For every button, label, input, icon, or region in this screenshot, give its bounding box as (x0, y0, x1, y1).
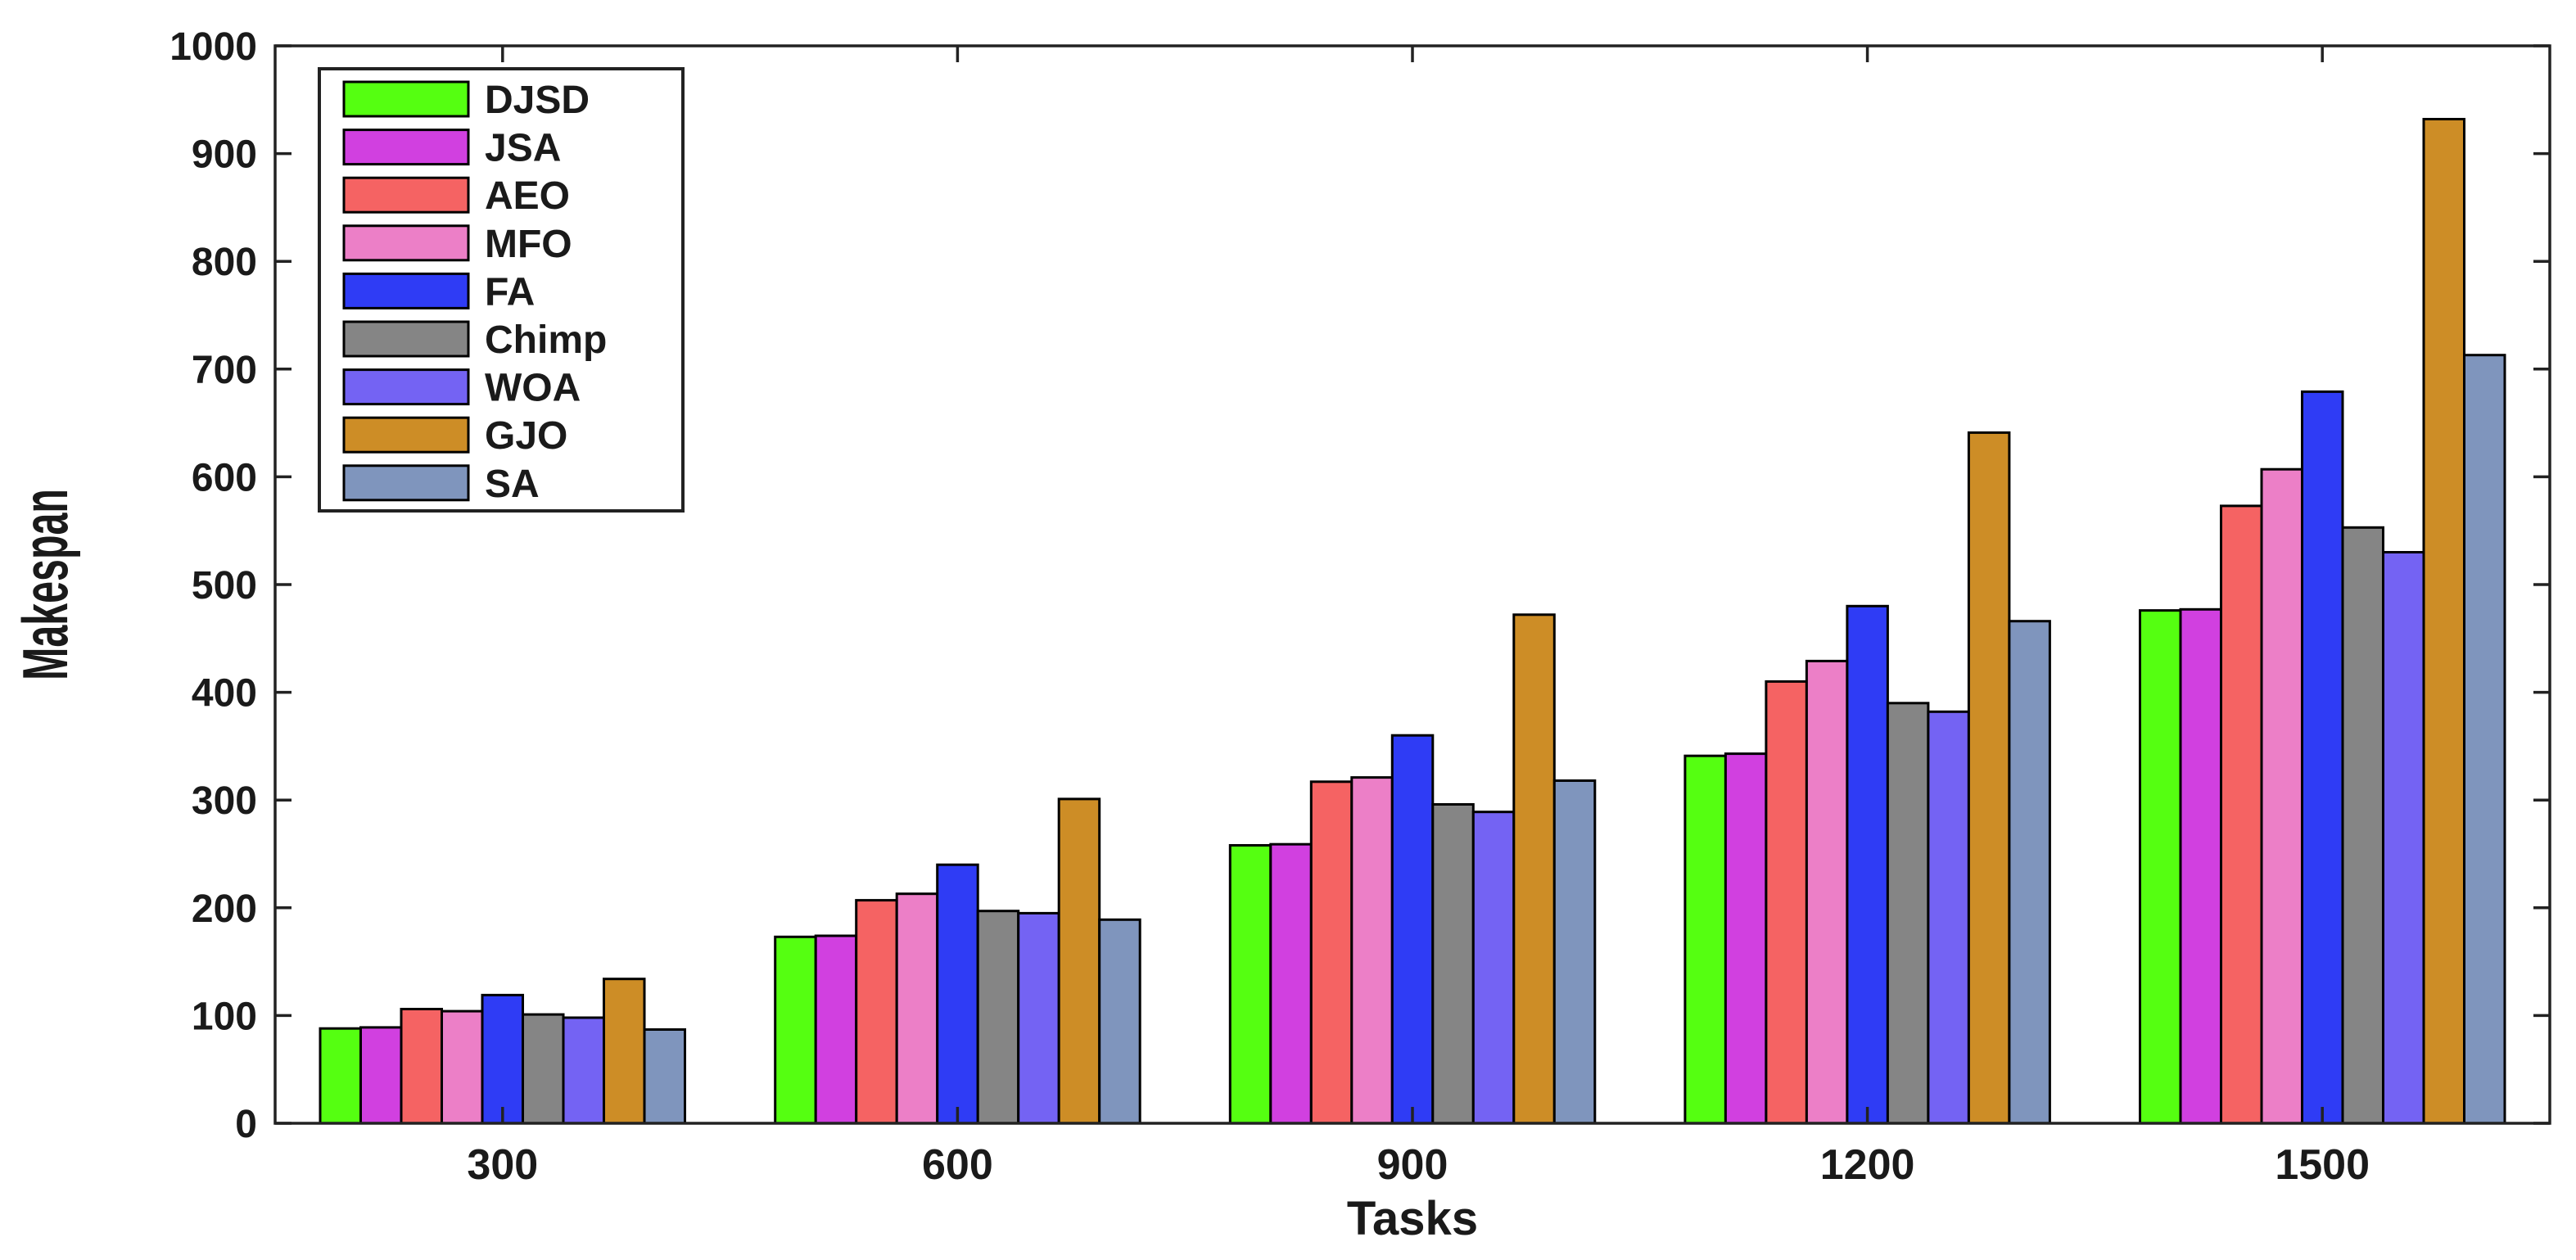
bar-fa-1200 (1846, 604, 1889, 1125)
bar-gjo-900 (1512, 613, 1556, 1125)
bar-gjo-300 (603, 978, 646, 1125)
x-axis-title: Tasks (1347, 1192, 1478, 1245)
legend-swatch-sa (342, 464, 470, 502)
bar-djsd-900 (1228, 844, 1272, 1125)
y-axis-ticks: 0 100 200 300 400 500 600 700 800 900 1000 (169, 25, 2550, 1146)
legend-label-jsa: JSA (485, 127, 561, 170)
bar-gjo-1500 (2422, 118, 2465, 1125)
bar-fa-900 (1390, 734, 1435, 1125)
bar-mfo-900 (1350, 776, 1394, 1125)
bar-woa-300 (562, 1016, 605, 1125)
legend-swatch-gjo (342, 416, 470, 454)
bar-jsa-1500 (2179, 607, 2222, 1125)
legend-swatch-mfo (342, 224, 470, 262)
bar-aeo-600 (855, 899, 898, 1125)
bars-layer (319, 118, 2506, 1125)
bar-chimp-900 (1431, 803, 1475, 1125)
bar-aeo-1500 (2220, 504, 2263, 1125)
bar-fa-1500 (2301, 390, 2344, 1125)
x-tick-label: 900 (1377, 1141, 1448, 1189)
bar-sa-600 (1098, 918, 1141, 1125)
bar-djsd-1200 (1683, 754, 1727, 1125)
legend-swatch-chimp (342, 320, 470, 358)
y-tick-label: 1000 (169, 25, 257, 69)
legend-label-aeo: AEO (485, 174, 570, 218)
y-tick-label: 900 (192, 133, 257, 177)
bar-gjo-1200 (1967, 431, 2011, 1125)
y-tick-label: 200 (192, 887, 257, 931)
bar-aeo-900 (1309, 780, 1354, 1125)
bar-sa-1500 (2463, 354, 2506, 1125)
bar-woa-1500 (2382, 551, 2425, 1125)
x-axis-ticks: 300 600 900 1200 1500 (467, 46, 2370, 1189)
bar-sa-1200 (2008, 620, 2051, 1125)
legend-label-fa: FA (485, 270, 535, 314)
bar-woa-600 (1017, 911, 1060, 1125)
bar-djsd-600 (774, 935, 817, 1125)
y-tick-label: 700 (192, 349, 257, 392)
bar-chimp-1200 (1886, 702, 1930, 1125)
bar-fa-300 (481, 993, 524, 1125)
legend-label-woa: WOA (485, 367, 581, 410)
legend-swatch-djsd (342, 80, 470, 118)
legend-label-mfo: MFO (485, 223, 572, 266)
legend-label-sa: SA (485, 463, 540, 506)
x-tick-label: 600 (922, 1141, 993, 1189)
bar-chimp-300 (522, 1013, 565, 1125)
bar-gjo-600 (1057, 797, 1101, 1125)
bar-mfo-600 (895, 892, 939, 1125)
bar-sa-300 (643, 1028, 686, 1125)
legend-label-chimp: Chimp (485, 318, 607, 362)
bar-djsd-1500 (2139, 609, 2182, 1125)
bar-jsa-900 (1269, 842, 1313, 1125)
x-tick-label: 1500 (2275, 1141, 2370, 1189)
bar-chimp-600 (976, 910, 1020, 1125)
bar-chimp-1500 (2341, 526, 2384, 1125)
y-tick-label: 400 (192, 672, 257, 716)
y-tick-label: 0 (235, 1103, 257, 1146)
y-tick-label: 100 (192, 995, 257, 1038)
y-tick-label: 300 (192, 779, 257, 823)
bar-mfo-1200 (1805, 659, 1849, 1125)
bar-aeo-1200 (1765, 680, 1808, 1125)
legend-label-djsd: DJSD (485, 79, 590, 122)
legend-swatch-woa (342, 368, 470, 406)
legend-label-gjo: GJO (485, 414, 567, 458)
x-tick-label: 1200 (1820, 1141, 1915, 1189)
y-tick-label: 800 (192, 241, 257, 284)
y-tick-label: 600 (192, 456, 257, 499)
y-axis-title: Makespan (9, 489, 81, 680)
legend-swatch-fa (342, 272, 470, 309)
y-tick-label: 500 (192, 564, 257, 607)
bar-fa-600 (936, 863, 979, 1125)
bar-woa-1200 (1927, 710, 1970, 1125)
bar-sa-900 (1552, 779, 1597, 1125)
x-tick-label: 300 (467, 1141, 538, 1189)
bar-woa-900 (1471, 811, 1516, 1125)
bar-mfo-1500 (2260, 467, 2303, 1125)
legend-swatch-jsa (342, 129, 470, 166)
bar-aeo-300 (400, 1008, 443, 1125)
bar-mfo-300 (441, 1009, 484, 1125)
bar-jsa-600 (814, 934, 858, 1125)
bar-jsa-1200 (1724, 752, 1768, 1125)
bar-djsd-300 (319, 1027, 362, 1125)
bar-jsa-300 (359, 1026, 403, 1125)
legend-swatch-aeo (342, 176, 470, 214)
